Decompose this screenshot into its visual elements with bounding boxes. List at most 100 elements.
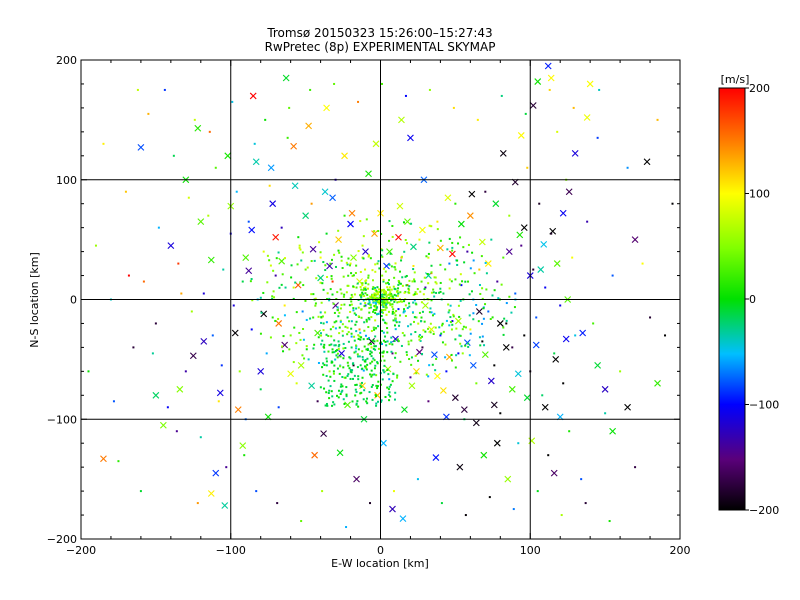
scatter-point-dot [374, 335, 377, 338]
scatter-point-dot [444, 343, 447, 346]
scatter-point-dot [361, 350, 364, 353]
y-tick-label: 100 [56, 174, 77, 187]
scatter-point-dot [415, 292, 418, 295]
scatter-point-dot [390, 288, 393, 291]
scatter-point-dot [363, 294, 366, 297]
scatter-point-dot [423, 320, 426, 323]
scatter-point-dot [438, 291, 441, 294]
scatter-point-dot [369, 343, 372, 346]
scatter-point-dot [402, 221, 405, 224]
scatter-point-dot [508, 295, 511, 298]
scatter-point-dot [363, 321, 366, 324]
scatter-point-dot [347, 373, 350, 376]
scatter-point-dot [368, 311, 371, 314]
scatter-point-dot [428, 224, 431, 227]
scatter-point-x [624, 403, 631, 411]
scatter-point-dot [290, 264, 293, 267]
scatter-point-dot [260, 311, 263, 314]
scatter-point-dot [180, 292, 183, 295]
scatter-point-dot [394, 391, 397, 394]
scatter-point-dot [356, 282, 359, 285]
scatter-point-dot [427, 400, 430, 403]
scatter-point-dot [139, 490, 142, 493]
scatter-point-dot [283, 314, 286, 317]
scatter-point-x [481, 351, 489, 358]
scatter-point-dot [568, 430, 571, 433]
scatter-point-dot [350, 327, 353, 330]
scatter-point-dot [484, 303, 487, 306]
scatter-point-x [245, 267, 253, 275]
scatter-point-dot [272, 269, 275, 272]
scatter-point-dot [380, 254, 383, 257]
scatter-point-dot [405, 284, 408, 287]
scatter-point-dot [412, 293, 415, 296]
scatter-point-dot [656, 118, 659, 121]
scatter-point-dot [406, 307, 409, 310]
scatter-point-dot [281, 273, 284, 276]
scatter-point-dot [370, 297, 373, 300]
scatter-point-dot [384, 395, 387, 398]
scatter-point-dot [401, 331, 404, 334]
scatter-point-dot [461, 352, 464, 355]
scatter-point-dot [404, 314, 407, 317]
scatter-point-dot [268, 184, 271, 187]
scatter-point-dot [374, 270, 377, 273]
scatter-point-x [308, 382, 316, 390]
colorbar [719, 88, 745, 510]
scatter-point-dot [378, 301, 381, 304]
scatter-point-dot [352, 309, 355, 312]
scatter-point-dot [323, 346, 326, 349]
scatter-point-dot [376, 362, 379, 365]
scatter-point-dot [331, 280, 334, 283]
scatter-point-dot [390, 265, 393, 268]
scatter-point-x [550, 469, 558, 477]
scatter-point-dot [388, 391, 391, 394]
scatter-point-dot [427, 256, 430, 259]
scatter-point-dot [353, 339, 356, 342]
scatter-point-dot [387, 293, 390, 296]
scatter-point-dot [391, 352, 394, 355]
scatter-point-dot [360, 293, 363, 296]
scatter-point-dot [538, 202, 541, 205]
scatter-point-dot [373, 288, 376, 291]
scatter-point-dot [369, 295, 372, 298]
scatter-point-dot [359, 285, 362, 288]
scatter-point-dot [222, 268, 225, 271]
scatter-point-dot [235, 190, 238, 193]
scatter-point-dot [366, 348, 369, 351]
scatter-point-dot [340, 292, 343, 295]
scatter-point-dot [407, 287, 410, 290]
scatter-point-x [152, 391, 160, 399]
scatter-point-dot [362, 369, 365, 372]
scatter-point-dot [364, 268, 367, 271]
scatter-point-dot [375, 402, 378, 405]
scatter-point-dot [381, 330, 384, 333]
scatter-point-dot [280, 226, 283, 229]
scatter-point-dot [664, 334, 667, 337]
scatter-point-dot [357, 334, 360, 337]
scatter-point-x [505, 248, 513, 255]
scatter-point-dot [305, 345, 308, 348]
scatter-point-dot [319, 386, 322, 389]
scatter-point-dot [94, 244, 97, 247]
scatter-point-x [492, 200, 500, 208]
scatter-point-dot [324, 264, 327, 267]
scatter-point-dot [572, 106, 575, 109]
scatter-point-dot [571, 256, 574, 259]
scatter-point-dot [330, 275, 333, 278]
scatter-point-x [520, 224, 528, 232]
scatter-point-dot [500, 94, 503, 97]
colorbar-tick-label: −100 [749, 399, 779, 412]
scatter-point-dot [372, 310, 375, 313]
scatter-point-dot [440, 502, 443, 505]
scatter-point-dot [385, 306, 388, 309]
scatter-point-dot [378, 294, 381, 297]
scatter-point-dot [408, 302, 411, 305]
scatter-point-dot [481, 340, 484, 343]
scatter-point-dot [371, 398, 374, 401]
scatter-point-dot [332, 401, 335, 404]
scatter-point-dot [325, 364, 328, 367]
scatter-point-dot [323, 343, 326, 346]
scatter-point-dot [466, 250, 469, 253]
scatter-point-dot [333, 82, 336, 85]
